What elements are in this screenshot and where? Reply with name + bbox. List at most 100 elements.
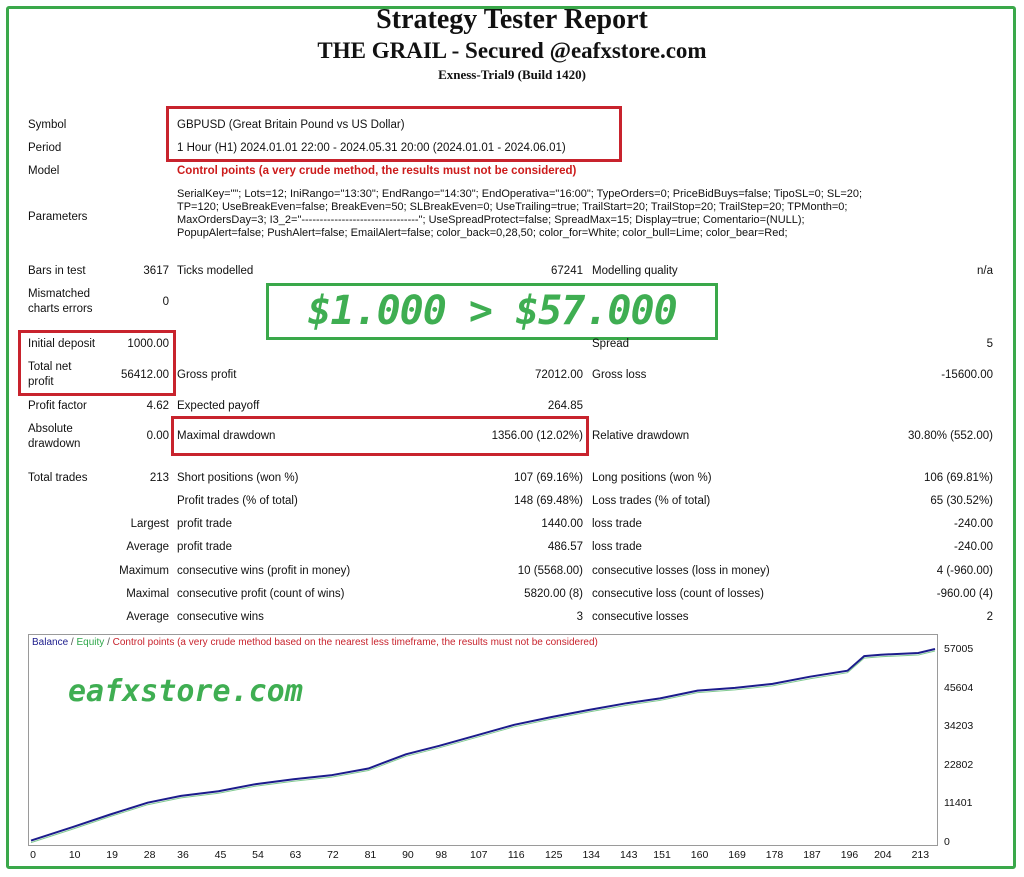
x-tick-label: 45 (214, 849, 227, 861)
x-tick-label: 187 (803, 849, 821, 861)
balance-line (30, 648, 936, 842)
average-label: Average (126, 541, 169, 553)
x-tick-label: 0 (30, 849, 36, 861)
x-tick-label: 81 (364, 849, 377, 861)
max-drawdown-value: 1356.00 (12.02%) (491, 430, 583, 442)
server-build: Exness-Trial9 (Build 1420) (438, 67, 586, 82)
max-drawdown-label: Maximal drawdown (177, 430, 276, 442)
initial-deposit-value: 1000.00 (127, 338, 169, 350)
maximal-consecutive-profit-label: consecutive profit (count of wins) (177, 588, 345, 600)
deposit-profit-highlight (18, 330, 176, 396)
highlight-text: $1.000 > $57.000 (307, 288, 677, 334)
ticks-label: Ticks modelled (177, 265, 254, 277)
y-tick-label: 57005 (944, 643, 974, 655)
max-consecutive-wins-value: 10 (5568.00) (517, 565, 583, 577)
average-profit-value: 486.57 (547, 541, 583, 553)
model-value: Control points (a very crude method, the… (177, 165, 577, 177)
chart-legend: Balance / Equity / Control points (a ver… (32, 637, 598, 648)
average-loss-value: -240.00 (953, 541, 993, 553)
average-consecutive-losses-label: consecutive losses (592, 611, 689, 623)
balance-chart-plot (30, 648, 936, 844)
x-tick-label: 116 (507, 849, 525, 861)
maximum-label: Maximum (119, 565, 169, 577)
symbol-value: GBPUSD (Great Britain Pound vs US Dollar… (177, 119, 405, 131)
ticks-value: 67241 (551, 265, 583, 277)
equity-line (30, 650, 936, 844)
average-consecutive-label: Average (126, 611, 169, 623)
largest-profit-value: 1440.00 (541, 518, 583, 530)
bars-label: Bars in test (28, 265, 86, 277)
y-tick-label: 11401 (944, 797, 973, 810)
short-positions-label: Short positions (won %) (177, 472, 299, 484)
gross-loss-value: -15600.00 (941, 369, 993, 381)
model-label: Model (28, 165, 60, 177)
x-tick-label: 19 (106, 849, 118, 861)
total-trades-label: Total trades (28, 472, 88, 484)
maximal-consecutive-loss-value: -960.00 (4) (936, 588, 993, 600)
loss-trades-value: 65 (30.52%) (930, 495, 993, 507)
x-tick-label: 63 (289, 849, 302, 861)
maximal-label: Maximal (126, 588, 169, 600)
loss-trades-label: Loss trades (% of total) (592, 495, 711, 507)
long-positions-label: Long positions (won %) (592, 472, 712, 484)
absolute-drawdown-label-1: Absolute (28, 423, 73, 435)
symbol-label: Symbol (28, 119, 67, 131)
gross-profit-value: 72012.00 (535, 369, 583, 381)
relative-drawdown-label: Relative drawdown (592, 430, 690, 442)
x-tick-label: 213 (911, 849, 930, 861)
mismatch-value: 0 (162, 296, 169, 308)
average-consecutive-losses-value: 2 (986, 611, 993, 623)
x-tick-label: 204 (874, 849, 892, 861)
largest-loss-value: -240.00 (953, 518, 993, 530)
balance-chart (28, 634, 938, 846)
x-tick-label: 143 (619, 849, 638, 861)
net-profit-value: 56412.00 (121, 369, 169, 381)
largest-label: Largest (130, 518, 169, 530)
period-label: Period (28, 142, 62, 154)
profit-trades-label: Profit trades (% of total) (177, 495, 298, 507)
gross-profit-label: Gross profit (177, 369, 237, 381)
x-tick-label: 134 (582, 849, 600, 861)
parameters-label: Parameters (28, 211, 88, 223)
spread-value: 5 (986, 338, 993, 350)
profit-factor-label: Profit factor (28, 400, 87, 412)
x-tick-label: 98 (435, 849, 448, 861)
max-consecutive-losses-value: 4 (-960.00) (936, 565, 993, 577)
largest-profit-label: profit trade (177, 518, 232, 530)
net-profit-label-2: profit (28, 376, 54, 388)
x-tick-label: 160 (690, 849, 709, 861)
profit-factor-value: 4.62 (146, 400, 169, 412)
total-trades-value: 213 (149, 472, 169, 484)
expected-payoff-value: 264.85 (547, 400, 583, 412)
max-consecutive-losses-label: consecutive losses (loss in money) (592, 565, 770, 577)
average-profit-label: profit trade (177, 541, 232, 553)
absolute-drawdown-label-2: drawdown (28, 438, 81, 450)
x-tick-label: 10 (68, 849, 81, 861)
average-consecutive-wins-label: consecutive wins (177, 611, 264, 623)
y-tick-label: 45604 (944, 681, 974, 694)
y-tick-label: 0 (944, 836, 950, 848)
x-tick-label: 90 (402, 849, 414, 861)
report-frame (6, 6, 1016, 869)
x-tick-label: 125 (544, 849, 563, 861)
x-tick-label: 196 (840, 849, 859, 861)
maximal-consecutive-loss-label: consecutive loss (count of losses) (592, 588, 764, 600)
x-tick-label: 169 (728, 849, 746, 861)
absolute-drawdown-value: 0.00 (146, 430, 169, 442)
x-tick-label: 107 (469, 849, 488, 861)
x-tick-label: 36 (177, 849, 189, 861)
period-value: 1 Hour (H1) 2024.01.01 22:00 - 2024.05.3… (177, 142, 566, 154)
legend-equity: Equity (76, 637, 105, 648)
x-tick-label: 72 (327, 849, 339, 861)
mismatch-label-2: charts errors (28, 303, 93, 315)
initial-deposit-label: Initial deposit (28, 338, 96, 350)
y-tick-label: 34203 (944, 720, 974, 733)
watermark: eafxstore.com (68, 674, 303, 709)
legend-balance: Balance (32, 637, 69, 648)
highlight-box (266, 283, 718, 340)
report-subtitle: THE GRAIL - Secured @eafxstore.com (317, 38, 707, 63)
net-profit-label-1: Total net (28, 361, 72, 373)
legend-note: Control points (a very crude method base… (112, 637, 598, 648)
long-positions-value: 106 (69.81%) (923, 472, 993, 484)
spread-label: Spread (592, 338, 630, 350)
